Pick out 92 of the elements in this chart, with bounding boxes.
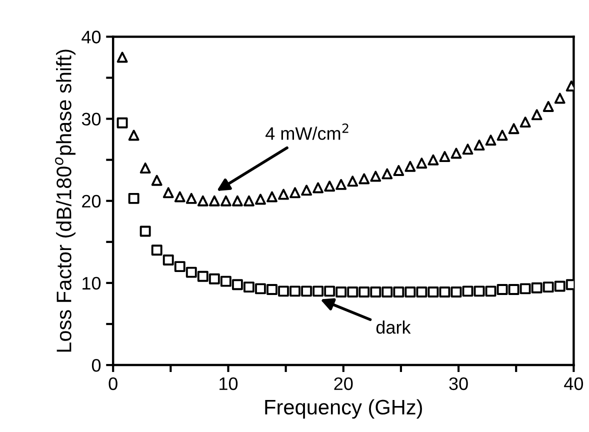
point — [462, 144, 474, 155]
point — [255, 283, 266, 294]
point — [312, 286, 324, 297]
point — [496, 130, 508, 141]
point — [428, 286, 439, 298]
point — [404, 160, 416, 172]
point — [116, 52, 128, 63]
point — [336, 286, 347, 298]
point — [312, 182, 324, 194]
point — [232, 195, 243, 206]
annotation: dark — [376, 320, 411, 334]
point — [520, 283, 531, 294]
point — [508, 284, 520, 295]
x-tick-label: 20 — [334, 377, 353, 390]
point — [301, 184, 312, 196]
point — [450, 286, 462, 298]
annotation: 4 mW/cm$^{2}$ — [266, 123, 348, 140]
point — [382, 286, 393, 298]
point — [174, 261, 186, 272]
x-tick-label: 0 — [108, 377, 118, 390]
y-tick-label: 20 — [82, 194, 101, 208]
point — [197, 270, 208, 282]
point — [347, 286, 358, 298]
point — [474, 140, 485, 151]
x-axis-title: Frequency (GHz) — [265, 399, 422, 419]
point — [393, 286, 404, 298]
point — [324, 180, 336, 192]
point — [496, 284, 508, 295]
point — [151, 174, 162, 186]
y-tick-label: 0 — [92, 358, 101, 372]
point — [370, 170, 382, 182]
point — [382, 168, 393, 180]
point — [290, 286, 300, 297]
point — [416, 158, 428, 169]
point — [520, 116, 531, 128]
point — [485, 134, 496, 146]
point — [336, 178, 347, 190]
point — [474, 286, 485, 297]
point — [208, 195, 220, 206]
point — [162, 254, 174, 266]
y-tick-label: 40 — [82, 30, 101, 44]
point — [404, 286, 416, 298]
point — [266, 191, 278, 202]
point — [128, 130, 140, 141]
point — [116, 117, 128, 128]
point — [140, 162, 151, 174]
point — [358, 286, 370, 298]
point — [462, 286, 474, 297]
point — [485, 286, 496, 297]
point — [232, 279, 243, 290]
point — [324, 286, 336, 297]
point — [278, 188, 289, 200]
point — [531, 109, 542, 120]
point — [554, 280, 566, 292]
x-tick-label: 30 — [449, 377, 468, 390]
point — [243, 195, 254, 206]
x-tick-label: 40 — [564, 377, 584, 390]
point — [220, 195, 232, 206]
point — [255, 194, 266, 205]
point — [174, 191, 186, 202]
point — [428, 154, 439, 166]
point — [197, 195, 208, 206]
point — [531, 282, 542, 294]
y-tick-label: 30 — [82, 112, 101, 126]
point — [416, 286, 428, 298]
point — [301, 286, 312, 297]
point — [290, 187, 300, 198]
point — [278, 286, 289, 297]
point — [220, 276, 232, 287]
point — [542, 101, 554, 112]
y-axis-title: Loss Factor (dB/180$^{o}$phase shift) — [55, 50, 76, 352]
x-tick-label: 10 — [220, 377, 238, 390]
point — [358, 173, 370, 184]
point — [393, 165, 404, 176]
point — [128, 192, 140, 204]
y-tick-label: 10 — [82, 276, 101, 290]
point — [370, 286, 382, 298]
point — [508, 123, 520, 134]
point — [439, 286, 450, 298]
point — [151, 244, 162, 256]
point — [162, 187, 174, 198]
point — [243, 282, 254, 293]
point — [186, 266, 197, 278]
point — [542, 282, 554, 293]
point — [347, 176, 358, 187]
point — [208, 273, 220, 284]
point — [450, 148, 462, 159]
point — [140, 226, 151, 237]
point — [554, 92, 566, 104]
point — [266, 284, 278, 295]
point — [186, 192, 197, 204]
point — [439, 151, 450, 162]
